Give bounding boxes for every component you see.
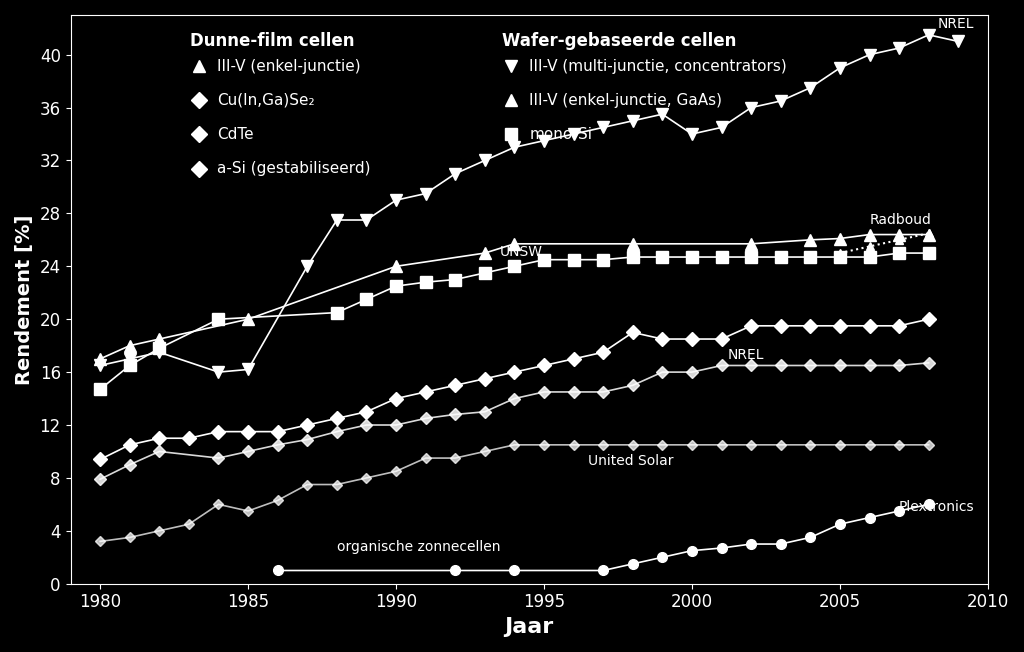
- Y-axis label: Rendement [%]: Rendement [%]: [15, 214, 34, 385]
- Text: Wafer-gebaseerde cellen: Wafer-gebaseerde cellen: [502, 32, 736, 50]
- X-axis label: Jaar: Jaar: [505, 617, 554, 637]
- Text: III-V (multi-junctie, concentrators): III-V (multi-junctie, concentrators): [529, 59, 787, 74]
- Text: UNSW: UNSW: [500, 244, 543, 259]
- Text: III-V (enkel-junctie): III-V (enkel-junctie): [217, 59, 360, 74]
- Text: Plextronics: Plextronics: [899, 500, 975, 514]
- Text: III-V (enkel-junctie, GaAs): III-V (enkel-junctie, GaAs): [529, 93, 722, 108]
- Text: mono-Si: mono-Si: [529, 127, 592, 142]
- Text: Dunne-film cellen: Dunne-film cellen: [189, 32, 354, 50]
- Text: a-Si (gestabiliseerd): a-Si (gestabiliseerd): [217, 161, 371, 176]
- Text: Cu(In,Ga)Se₂: Cu(In,Ga)Se₂: [217, 93, 315, 108]
- Text: NREL: NREL: [938, 17, 974, 31]
- Text: CdTe: CdTe: [217, 127, 254, 142]
- Text: United Solar: United Solar: [589, 454, 674, 467]
- Text: NREL: NREL: [727, 348, 764, 362]
- Text: organische zonnecellen: organische zonnecellen: [337, 540, 501, 554]
- Text: Radboud: Radboud: [869, 213, 932, 227]
